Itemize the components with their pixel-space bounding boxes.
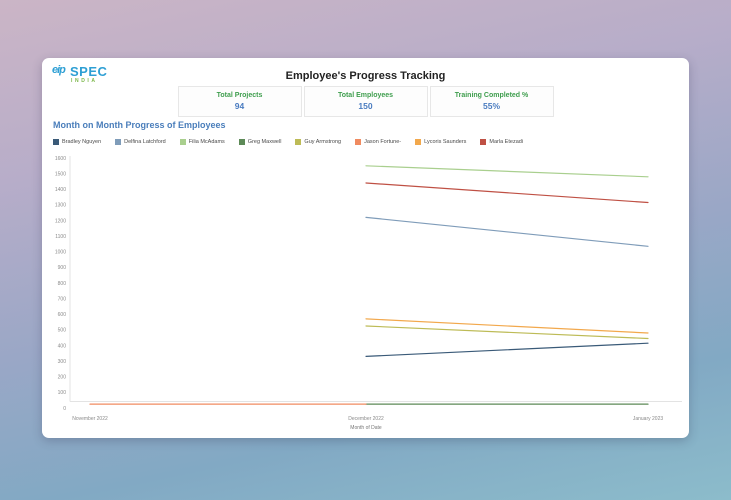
kpi-value: 94 [234,101,245,111]
legend-item-jason-fortune[interactable]: Jason Fortune- [355,139,401,145]
line-lycoris-saunders[interactable] [365,318,649,334]
line-guy-armstrong[interactable] [365,325,649,340]
y-tick-label: 1100 [55,234,66,240]
y-tick-label: 200 [58,375,67,381]
x-tick-label: November 2022 [72,416,108,422]
progress-line-chart[interactable]: 0 100 200 300 400 500 600 700 800 900 1000 1100 1200… [42,150,689,438]
legend-label: Greg Maxwell [247,139,282,145]
legend-item-guy-armstrong[interactable]: Guy Armstrong [295,139,341,145]
dashboard-card: eip SPEC INDIA Employee's Progress Track… [42,58,689,438]
kpi-label: Total Projects [216,92,263,99]
legend-swatch-icon [415,139,422,145]
legend-swatch-icon [355,139,362,145]
y-tick-label: 0 [63,406,66,412]
line-marla-etezadi[interactable] [365,182,649,204]
legend-label: Jason Fortune- [364,139,402,145]
legend-item-bradley-nguyen[interactable]: Bradley Nguyen [53,139,101,145]
spec-india-logo: eip SPEC INDIA [52,65,122,84]
y-tick-label: 1400 [55,187,66,193]
x-tick-label: December 2022 [348,416,384,422]
line-filia-mcadams[interactable] [365,165,649,178]
legend-swatch-icon [115,139,122,145]
y-tick-label: 100 [58,390,67,396]
legend-swatch-icon [53,139,59,145]
legend-label: Bradley Nguyen [62,139,102,145]
y-tick-label: 1200 [55,218,66,224]
chart-title: Month on Month Progress of Employees [53,120,226,130]
kpi-value: 150 [358,101,373,111]
kpi-total-projects: Total Projects 94 [177,86,302,117]
kpi-row: Total Projects 94 Total Employees 150 Tr… [42,86,689,117]
legend-item-greg-maxwell[interactable]: Greg Maxwell [238,139,282,145]
y-tick-label: 1300 [55,203,66,209]
brand-icon: eip [52,64,66,76]
kpi-total-employees: Total Employees 150 [303,86,428,117]
legend-item-filia-mcadams[interactable]: Filia McAdams [179,139,225,145]
legend-swatch-icon [238,139,245,145]
legend-label: Lycoris Saunders [424,139,467,145]
page-title: Employee's Progress Tracking [285,70,446,82]
y-tick-label: 600 [58,312,67,318]
y-tick-label: 1000 [55,250,66,256]
kpi-value: 55% [482,101,500,111]
legend-swatch-icon [295,139,302,145]
kpi-label: Training Completed % [454,92,529,99]
legend-label: Delfina Latchford [124,139,166,145]
y-tick-label: 700 [58,296,67,302]
legend-label: Guy Armstrong [304,139,342,145]
legend-swatch-icon [179,139,186,145]
y-tick-label: 900 [58,265,67,271]
y-tick-label: 400 [58,343,67,349]
legend-item-marla-etezadi[interactable]: Marla Etezadi [480,139,523,145]
y-tick-label: 1600 [55,156,66,162]
y-tick-label: 300 [58,359,67,365]
line-bradley-nguyen[interactable] [365,342,649,357]
x-tick-label: January 2023 [633,416,664,422]
y-tick-label: 800 [58,281,67,287]
line-delfina-latchford[interactable] [365,216,649,247]
x-axis-title: Month of Date [350,425,382,431]
y-tick-label: 1500 [55,171,66,177]
y-tick-label: 500 [58,328,67,334]
brand-region: INDIA [71,78,98,84]
legend-item-lycoris-saunders[interactable]: Lycoris Saunders [415,139,466,145]
brand-name: SPEC [70,64,108,79]
legend-swatch-icon [480,139,487,145]
chart-area: 0 100 200 300 400 500 600 700 800 900 1000 1100 1200… [42,150,689,438]
chart-legend: Bradley Nguyen Delfina Latchford Filia McA… [53,139,679,145]
legend-item-delfina-latchford[interactable]: Delfina Latchford [115,139,166,145]
kpi-label: Total Employees [337,92,394,99]
legend-label: Filia McAdams [188,139,225,145]
kpi-training-completed: Training Completed % 55% [429,86,554,117]
legend-label: Marla Etezadi [489,139,524,145]
